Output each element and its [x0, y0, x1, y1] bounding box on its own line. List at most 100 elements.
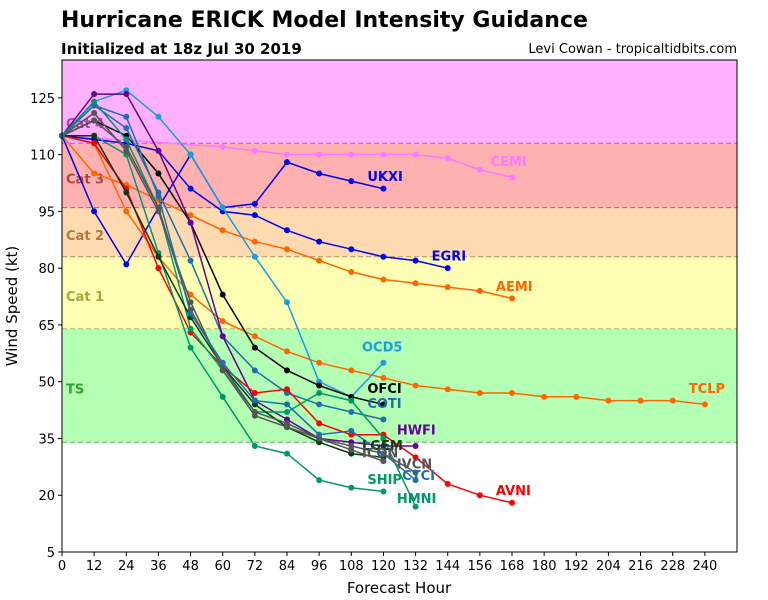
data-point [348, 446, 355, 453]
data-point [348, 484, 355, 491]
data-point [348, 246, 355, 253]
data-point [412, 503, 419, 510]
data-point [509, 295, 515, 302]
y-tick-label: 110 [30, 149, 55, 164]
data-point [637, 397, 644, 404]
series-label-ukxi: UKXI [367, 170, 403, 185]
y-tick-label: 5 [47, 546, 55, 561]
data-point [509, 174, 515, 181]
chart-title: Hurricane ERICK Model Intensity Guidance [61, 8, 588, 33]
data-point [91, 102, 98, 109]
chart-credit: Levi Cowan - tropicaltidbits.com [528, 42, 737, 57]
data-point [316, 359, 323, 366]
data-point [316, 257, 323, 264]
data-point [284, 151, 290, 158]
data-point [476, 287, 483, 294]
data-point [251, 344, 258, 351]
data-point [219, 333, 226, 340]
data-point [155, 113, 162, 120]
data-point [91, 132, 98, 139]
data-point [284, 408, 290, 415]
data-point [251, 238, 258, 245]
data-point [444, 480, 451, 487]
series-label-cemi: CEMI [491, 155, 527, 170]
data-point [412, 257, 419, 264]
y-tick-label: 65 [38, 319, 55, 334]
x-tick-label: 120 [371, 559, 396, 574]
data-point [669, 397, 676, 404]
series-line-ivcn [61, 111, 416, 474]
data-point [316, 151, 323, 158]
series-label-ofci: OFCI [367, 382, 401, 397]
data-point [284, 299, 290, 306]
band-label: Cat 2 [66, 229, 104, 244]
data-point [284, 386, 290, 393]
data-point [187, 151, 194, 158]
series-label-lgem: LGEM [362, 439, 403, 454]
data-point [284, 246, 290, 253]
data-point [316, 401, 323, 408]
x-tick-label: 180 [532, 559, 557, 574]
series-label-aemi: AEMI [496, 280, 533, 295]
data-point [187, 219, 194, 226]
data-point [251, 212, 258, 219]
x-tick-label: 156 [467, 559, 492, 574]
data-point [219, 359, 226, 366]
data-point [251, 443, 258, 450]
data-point [316, 477, 323, 484]
data-point [251, 408, 258, 415]
data-point [284, 227, 290, 234]
series-label-hmni: HMNI [397, 492, 437, 507]
data-point [284, 450, 290, 457]
data-point [155, 147, 162, 154]
data-point [444, 265, 451, 272]
data-point [251, 390, 258, 397]
data-point [380, 488, 387, 495]
data-point [444, 386, 451, 393]
y-tick-label: 20 [38, 489, 55, 504]
series-label-avni: AVNI [496, 484, 531, 499]
band-ts [62, 328, 737, 443]
y-tick-label: 125 [30, 92, 55, 107]
y-tick-label: 80 [38, 262, 55, 277]
y-axis-label: Wind Speed (kt) [3, 246, 21, 367]
data-point [701, 401, 708, 408]
data-point [348, 427, 355, 434]
x-tick-label: 240 [692, 559, 717, 574]
y-tick-label: 35 [38, 432, 55, 447]
data-point [380, 450, 387, 457]
series-label-icon: ICON [362, 446, 398, 461]
data-point [380, 276, 387, 283]
data-point [123, 113, 130, 120]
series-ctci [59, 102, 419, 484]
x-tick-label: 60 [214, 559, 231, 574]
y-tick-label: 95 [38, 205, 55, 220]
data-point [251, 200, 258, 207]
chart-subtitle: Initialized at 18z Jul 30 2019 [61, 40, 302, 58]
x-tick-label: 132 [403, 559, 428, 574]
data-point [348, 397, 355, 404]
data-point [380, 253, 387, 260]
data-point [187, 310, 194, 317]
data-point [412, 280, 419, 287]
data-point [573, 393, 580, 400]
data-point [509, 499, 515, 506]
data-point [123, 144, 130, 151]
x-tick-label: 228 [660, 559, 685, 574]
data-point [251, 397, 258, 404]
data-point [316, 420, 323, 427]
band-label: Cat 1 [66, 290, 104, 305]
series-label-egri: EGRI [432, 250, 466, 265]
series-label-tclp: TCLP [689, 382, 725, 397]
data-point [316, 431, 323, 438]
data-point [476, 492, 483, 499]
data-point [187, 185, 194, 192]
data-point [380, 359, 387, 366]
x-tick-label: 168 [500, 559, 525, 574]
data-point [91, 109, 98, 116]
data-point [412, 477, 419, 484]
data-point [284, 420, 290, 427]
data-point [123, 189, 130, 196]
